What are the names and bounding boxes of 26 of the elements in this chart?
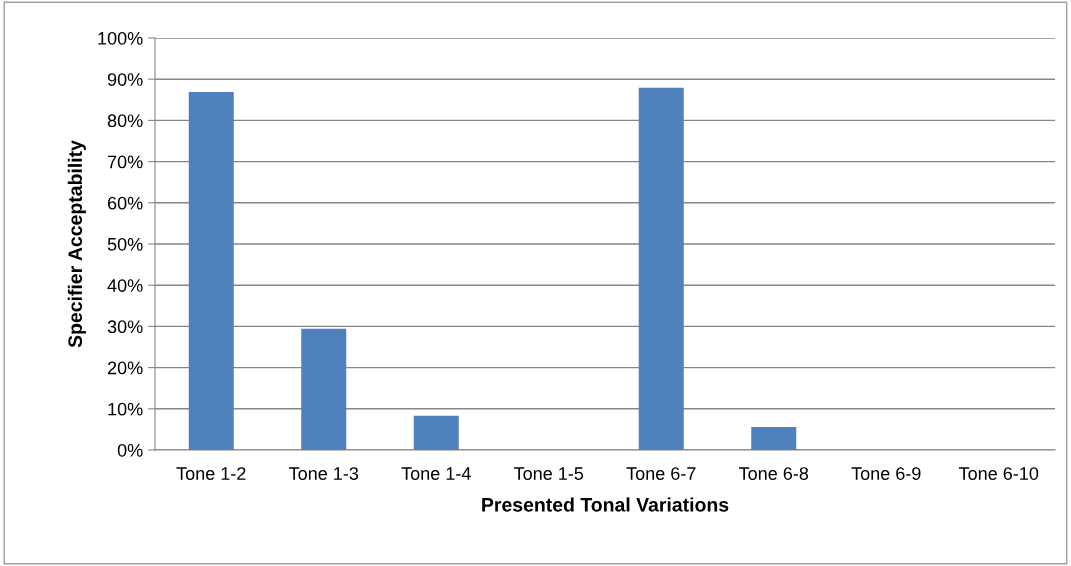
- bar: [188, 91, 234, 450]
- x-tick-label: Tone 6-7: [626, 467, 696, 480]
- bar: [301, 328, 347, 450]
- x-tick-label: Tone 6-9: [851, 467, 921, 480]
- y-tick-label: 0%: [117, 443, 143, 457]
- x-tick-label: Tone 6-8: [739, 467, 809, 480]
- x-tick-label: Tone 6-10: [959, 467, 1039, 480]
- bar: [638, 87, 684, 450]
- x-tick-label: Tone 1-3: [289, 467, 359, 480]
- y-tick-label: 40%: [107, 279, 143, 292]
- y-tick-label: 60%: [107, 196, 143, 210]
- y-axis-title: Specifier Acceptability: [67, 140, 86, 348]
- y-tick-label: 30%: [107, 320, 143, 334]
- y-tick-label: 70%: [107, 155, 143, 169]
- x-tick-label: Tone 1-2: [176, 467, 246, 480]
- y-tick-label: 90%: [107, 73, 143, 86]
- x-tick-label: Tone 1-4: [401, 467, 471, 480]
- y-tick-label: 100%: [98, 31, 143, 45]
- x-tick-label: Tone 1-5: [514, 467, 584, 480]
- y-tick-label: 20%: [107, 361, 143, 375]
- bar: [413, 415, 459, 450]
- y-tick-label: 50%: [107, 237, 143, 251]
- x-axis-title: Presented Tonal Variations: [482, 497, 729, 512]
- y-tick-label: 80%: [107, 114, 143, 128]
- y-tick-label: 10%: [108, 402, 143, 416]
- bar: [751, 426, 797, 450]
